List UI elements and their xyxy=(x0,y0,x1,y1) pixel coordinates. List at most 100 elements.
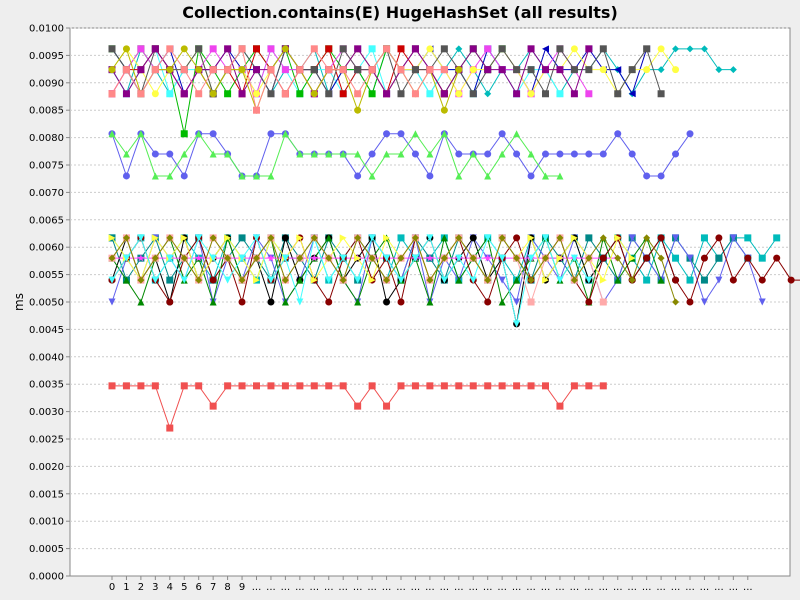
data-point xyxy=(325,90,333,98)
data-point xyxy=(166,254,174,262)
data-point xyxy=(469,150,477,158)
data-point xyxy=(498,254,506,262)
data-point xyxy=(383,90,391,98)
x-tick-label: 0 xyxy=(109,582,115,593)
x-tick-label: 7 xyxy=(210,582,216,593)
data-point xyxy=(195,382,203,390)
y-tick-label: 0.0030 xyxy=(29,407,64,418)
data-point xyxy=(542,66,549,74)
data-point xyxy=(585,90,593,98)
data-point xyxy=(469,66,477,74)
data-point xyxy=(455,382,463,390)
data-point xyxy=(354,254,362,262)
data-point xyxy=(469,45,477,53)
data-point xyxy=(267,130,275,138)
data-point xyxy=(397,66,405,74)
data-point xyxy=(354,66,362,74)
data-point xyxy=(383,276,391,284)
data-point xyxy=(296,150,304,158)
x-tick-label: ... xyxy=(700,582,710,593)
data-point xyxy=(224,234,232,242)
data-point xyxy=(527,66,535,74)
data-point xyxy=(224,382,232,390)
data-point xyxy=(570,382,578,390)
series-2 xyxy=(108,130,564,180)
data-point xyxy=(281,276,289,284)
data-point xyxy=(513,130,521,138)
data-point xyxy=(238,66,246,74)
data-point xyxy=(672,45,680,53)
data-point xyxy=(715,276,723,284)
y-tick-label: 0.0045 xyxy=(29,325,64,336)
data-point xyxy=(570,66,578,74)
data-point xyxy=(686,298,694,306)
data-point xyxy=(484,276,492,284)
x-tick-label: 4 xyxy=(167,582,173,593)
data-point xyxy=(151,382,159,390)
data-point xyxy=(267,276,275,284)
data-point xyxy=(672,150,680,158)
x-tick-label: 2 xyxy=(138,582,144,593)
data-point xyxy=(122,45,130,53)
data-point xyxy=(122,150,130,158)
data-point xyxy=(657,254,665,262)
data-point xyxy=(426,150,434,158)
data-point xyxy=(411,382,419,390)
data-point xyxy=(570,45,578,53)
data-point xyxy=(325,276,333,284)
data-point xyxy=(570,90,578,98)
data-point xyxy=(224,90,232,98)
data-point xyxy=(383,298,391,306)
data-point xyxy=(469,254,477,262)
x-tick-label: 1 xyxy=(123,582,129,593)
data-point xyxy=(195,276,203,284)
data-point xyxy=(513,320,521,328)
data-point xyxy=(281,66,289,74)
data-point xyxy=(368,254,376,262)
data-point xyxy=(166,276,174,284)
data-point xyxy=(238,45,246,53)
data-point xyxy=(614,254,622,262)
data-point xyxy=(484,45,492,53)
data-point xyxy=(180,66,188,74)
data-point xyxy=(325,382,333,390)
data-point xyxy=(166,234,174,242)
data-point xyxy=(455,234,463,242)
y-tick-label: 0.0015 xyxy=(29,489,64,500)
data-point xyxy=(628,234,636,242)
data-point xyxy=(122,234,130,242)
data-point xyxy=(426,172,434,180)
data-point xyxy=(151,90,159,98)
data-point xyxy=(686,130,694,138)
y-tick-label: 0.0050 xyxy=(29,298,64,309)
data-point xyxy=(643,276,651,284)
data-point xyxy=(224,254,232,262)
data-point xyxy=(195,90,203,98)
data-point xyxy=(238,90,246,98)
data-point xyxy=(397,234,405,242)
data-point xyxy=(440,276,448,284)
x-tick-label: ... xyxy=(382,582,392,593)
data-point xyxy=(137,382,145,390)
data-point xyxy=(296,66,304,74)
data-point xyxy=(556,402,564,410)
series-0 xyxy=(108,382,607,432)
data-point xyxy=(570,254,578,262)
data-point xyxy=(513,66,521,74)
data-point xyxy=(455,172,463,180)
y-tick-label: 0.0100 xyxy=(29,24,64,35)
data-point xyxy=(455,45,463,53)
data-point xyxy=(542,90,549,98)
data-point xyxy=(151,276,159,284)
data-point xyxy=(513,254,521,262)
data-point xyxy=(238,382,246,390)
data-point xyxy=(267,66,275,74)
data-point xyxy=(672,298,680,306)
data-point xyxy=(296,382,304,390)
data-point xyxy=(426,90,434,98)
data-point xyxy=(108,298,116,306)
series-line xyxy=(111,236,763,304)
data-point xyxy=(151,150,159,158)
data-point xyxy=(310,382,318,390)
